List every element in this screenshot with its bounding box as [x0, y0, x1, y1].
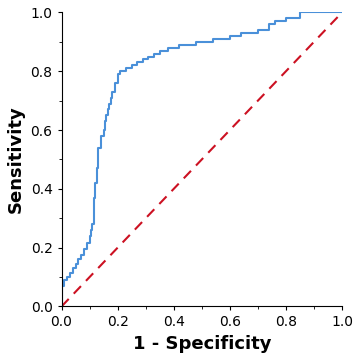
X-axis label: 1 - Specificity: 1 - Specificity [132, 335, 271, 353]
Y-axis label: Sensitivity: Sensitivity [7, 105, 25, 213]
